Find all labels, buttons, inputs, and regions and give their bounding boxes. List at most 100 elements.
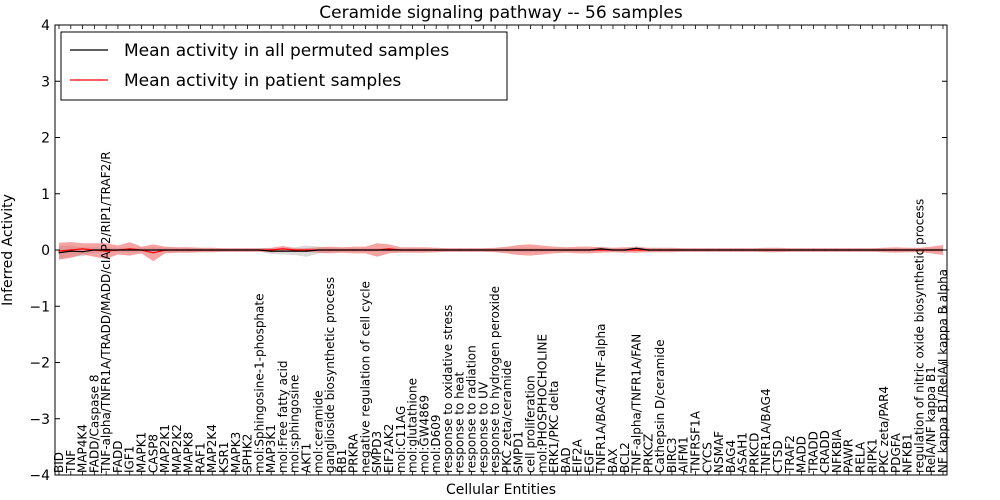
series-0-point-65 bbox=[824, 249, 826, 251]
series-0-point-53 bbox=[683, 249, 685, 251]
series-0-point-10 bbox=[176, 249, 178, 251]
series-1-point-1 bbox=[70, 249, 72, 251]
series-1-point-4 bbox=[105, 250, 107, 252]
x-category-label-52: BIRC3 bbox=[665, 437, 679, 473]
x-category-label-46: TNFR1A/BAG4/TNF-alpha bbox=[594, 324, 608, 474]
x-category-label-35: response to radiation bbox=[465, 345, 479, 473]
series-0-point-11 bbox=[188, 249, 190, 251]
x-category-label-44: EIF2A bbox=[571, 438, 585, 473]
series-0-point-61 bbox=[777, 249, 779, 251]
series-0-point-63 bbox=[800, 249, 803, 251]
series-0-point-19 bbox=[282, 250, 284, 252]
legend: Mean activity in all permuted samples Me… bbox=[60, 31, 508, 101]
x-category-label-6: IGF1 bbox=[123, 446, 137, 473]
series-0-point-59 bbox=[753, 249, 756, 251]
series-0-point-68 bbox=[859, 249, 862, 251]
series-1-point-28 bbox=[388, 248, 390, 250]
series-0-point-46 bbox=[600, 248, 602, 250]
x-category-label-49: TNF-alpha/TNFR1A/FAN bbox=[630, 334, 644, 474]
series-0-point-72 bbox=[907, 249, 909, 251]
x-category-label-30: mol:glutathione bbox=[406, 378, 420, 473]
series-0-point-21 bbox=[305, 250, 308, 252]
x-category-label-58: ASAH1 bbox=[736, 432, 750, 473]
series-0-point-67 bbox=[848, 249, 850, 251]
series-0-point-15 bbox=[235, 249, 237, 251]
y-tick-label-0: 4 bbox=[41, 18, 50, 34]
x-category-label-7: MAPK1 bbox=[135, 432, 149, 473]
series-1-point-46 bbox=[600, 249, 602, 251]
series-0-point-47 bbox=[612, 249, 614, 251]
series-0-point-50 bbox=[647, 249, 649, 251]
x-category-label-23: ganglioside biosynthetic process bbox=[323, 277, 337, 473]
x-category-label-67: PAWR bbox=[842, 439, 856, 473]
series-1-point-49 bbox=[635, 249, 638, 251]
x-category-label-12: RAF1 bbox=[193, 442, 207, 473]
x-category-label-68: RELA bbox=[853, 441, 867, 473]
x-category-label-17: mol:Sphingosine-1-phosphate bbox=[252, 294, 266, 474]
series-0-point-32 bbox=[435, 249, 437, 251]
series-0-point-17 bbox=[258, 249, 260, 251]
x-category-label-50: PRKCZ bbox=[641, 434, 655, 473]
series-0-point-62 bbox=[789, 249, 791, 251]
y-tick-label-5: −1 bbox=[29, 299, 50, 315]
x-category-label-20: mol:sphingosine bbox=[288, 375, 302, 473]
series-0-point-22 bbox=[317, 249, 319, 251]
series-1-point-2 bbox=[81, 248, 84, 250]
x-category-label-21: AKT1 bbox=[300, 443, 314, 473]
series-0-point-4 bbox=[105, 249, 107, 251]
series-0-point-35 bbox=[470, 249, 473, 251]
x-category-label-24: RB1 bbox=[335, 449, 349, 473]
x-category-label-56: NSMAF bbox=[712, 431, 726, 473]
x-category-label-64: TRADD bbox=[806, 431, 820, 474]
series-0-point-20 bbox=[294, 250, 296, 252]
series-0-point-25 bbox=[353, 249, 355, 251]
series-0-point-13 bbox=[211, 249, 213, 251]
series-0-point-33 bbox=[447, 249, 449, 251]
series-0-point-28 bbox=[388, 249, 390, 251]
x-category-label-57: BAG4 bbox=[724, 440, 738, 473]
x-category-label-70: PKC zeta/PAR4 bbox=[877, 386, 891, 473]
x-category-label-66: NFKBIA bbox=[830, 428, 844, 473]
series-0-point-51 bbox=[659, 249, 661, 251]
y-tick-label-6: −2 bbox=[29, 356, 50, 372]
series-0-point-7 bbox=[140, 249, 143, 251]
series-0-point-39 bbox=[518, 249, 520, 251]
series-1-point-20 bbox=[294, 249, 296, 251]
x-category-label-38: PKC zeta/ceramide bbox=[500, 360, 514, 473]
y-tick-label-8: −4 bbox=[29, 468, 50, 484]
x-category-label-54: TNFRSF1A bbox=[688, 410, 702, 474]
x-category-label-71: PDGFA bbox=[889, 432, 903, 473]
x-category-label-39: SMPD1 bbox=[512, 431, 526, 473]
x-category-label-48: BCL2 bbox=[618, 442, 632, 473]
x-category-label-13: MAP2K4 bbox=[205, 424, 219, 473]
series-0-point-49 bbox=[635, 247, 638, 249]
series-line-0 bbox=[58, 247, 943, 254]
series-0-point-27 bbox=[376, 249, 378, 251]
legend-label-permuted: Mean activity in all permuted samples bbox=[124, 41, 449, 61]
series-0-point-37 bbox=[494, 249, 496, 251]
series-0-point-24 bbox=[341, 249, 343, 251]
series-1-point-8 bbox=[152, 252, 154, 254]
x-category-label-36: response to UV bbox=[476, 381, 490, 473]
x-category-label-74: RelA/NF kappa B1 bbox=[924, 366, 938, 473]
x-category-label-55: CYCS bbox=[700, 442, 714, 473]
series-0-point-6 bbox=[129, 249, 131, 251]
series-1-point-18 bbox=[270, 249, 272, 251]
x-category-label-11: MAPK8 bbox=[182, 432, 196, 473]
series-0-point-31 bbox=[423, 249, 425, 251]
x-category-label-22: mol:ceramide bbox=[311, 390, 325, 473]
series-0-point-70 bbox=[883, 249, 885, 251]
x-category-label-73: regulation of nitric oxide biosynthetic … bbox=[912, 199, 926, 473]
series-0-point-3 bbox=[93, 249, 95, 251]
series-0-point-57 bbox=[730, 249, 732, 251]
chart-title: Ceramide signaling pathway -- 56 samples bbox=[319, 3, 683, 23]
x-category-label-41: mol:PHOSPHOCHOLINE bbox=[535, 334, 549, 473]
x-category-label-60: TNFR1A/BAG4 bbox=[759, 388, 773, 474]
series-0-point-41 bbox=[541, 249, 543, 251]
series-0-point-5 bbox=[117, 249, 119, 251]
x-category-label-45: EGF bbox=[582, 449, 596, 473]
x-category-label-27: SMPD3 bbox=[370, 431, 384, 473]
series-0-point-44 bbox=[577, 249, 579, 251]
y-tick-label-1: 3 bbox=[41, 74, 50, 90]
x-category-label-25: PRKRA bbox=[347, 433, 361, 473]
